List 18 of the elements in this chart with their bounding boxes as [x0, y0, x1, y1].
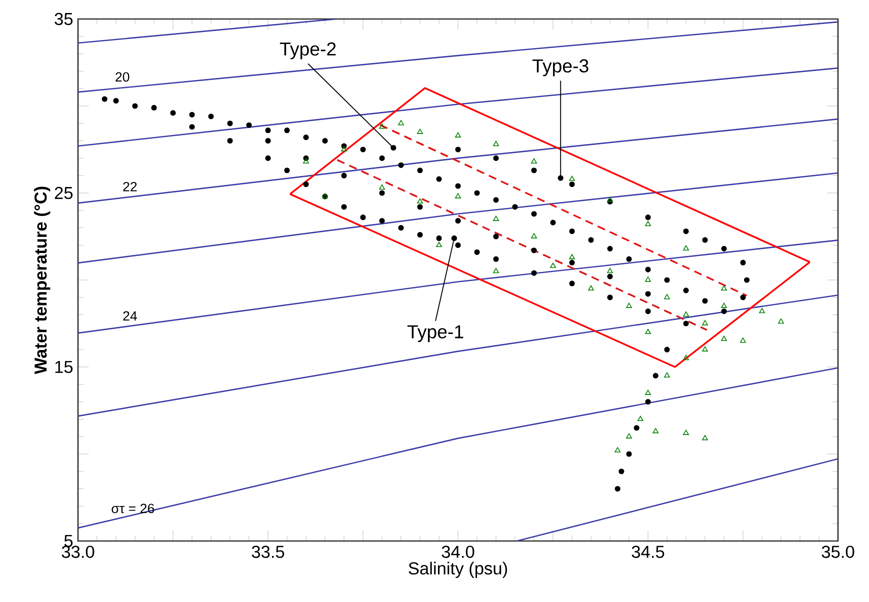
- y-tick-label: 15: [55, 360, 73, 374]
- annotation: 22: [123, 182, 137, 192]
- y-axis-title: Water temperature (°C): [34, 186, 50, 374]
- x-axis-title: Salinity (psu): [408, 562, 507, 578]
- annotation: Type-1: [407, 325, 464, 342]
- annotation: στ = 26: [112, 504, 154, 514]
- x-tick-label: 34.0: [442, 546, 474, 558]
- y-tick-label: 35: [54, 12, 73, 26]
- y-tick-label: 5: [64, 534, 73, 548]
- annotation: 20: [116, 72, 130, 82]
- x-tick-label: 35.0: [822, 546, 854, 558]
- y-tick-label: 25: [54, 186, 73, 200]
- annotation: 24: [123, 311, 137, 321]
- x-tick-label: 34.5: [632, 546, 664, 558]
- x-tick-label: 33.0: [62, 546, 94, 558]
- x-tick-label: 33.5: [252, 546, 284, 558]
- annotation: Type-3: [532, 59, 588, 76]
- annotation: Type-2: [280, 42, 336, 60]
